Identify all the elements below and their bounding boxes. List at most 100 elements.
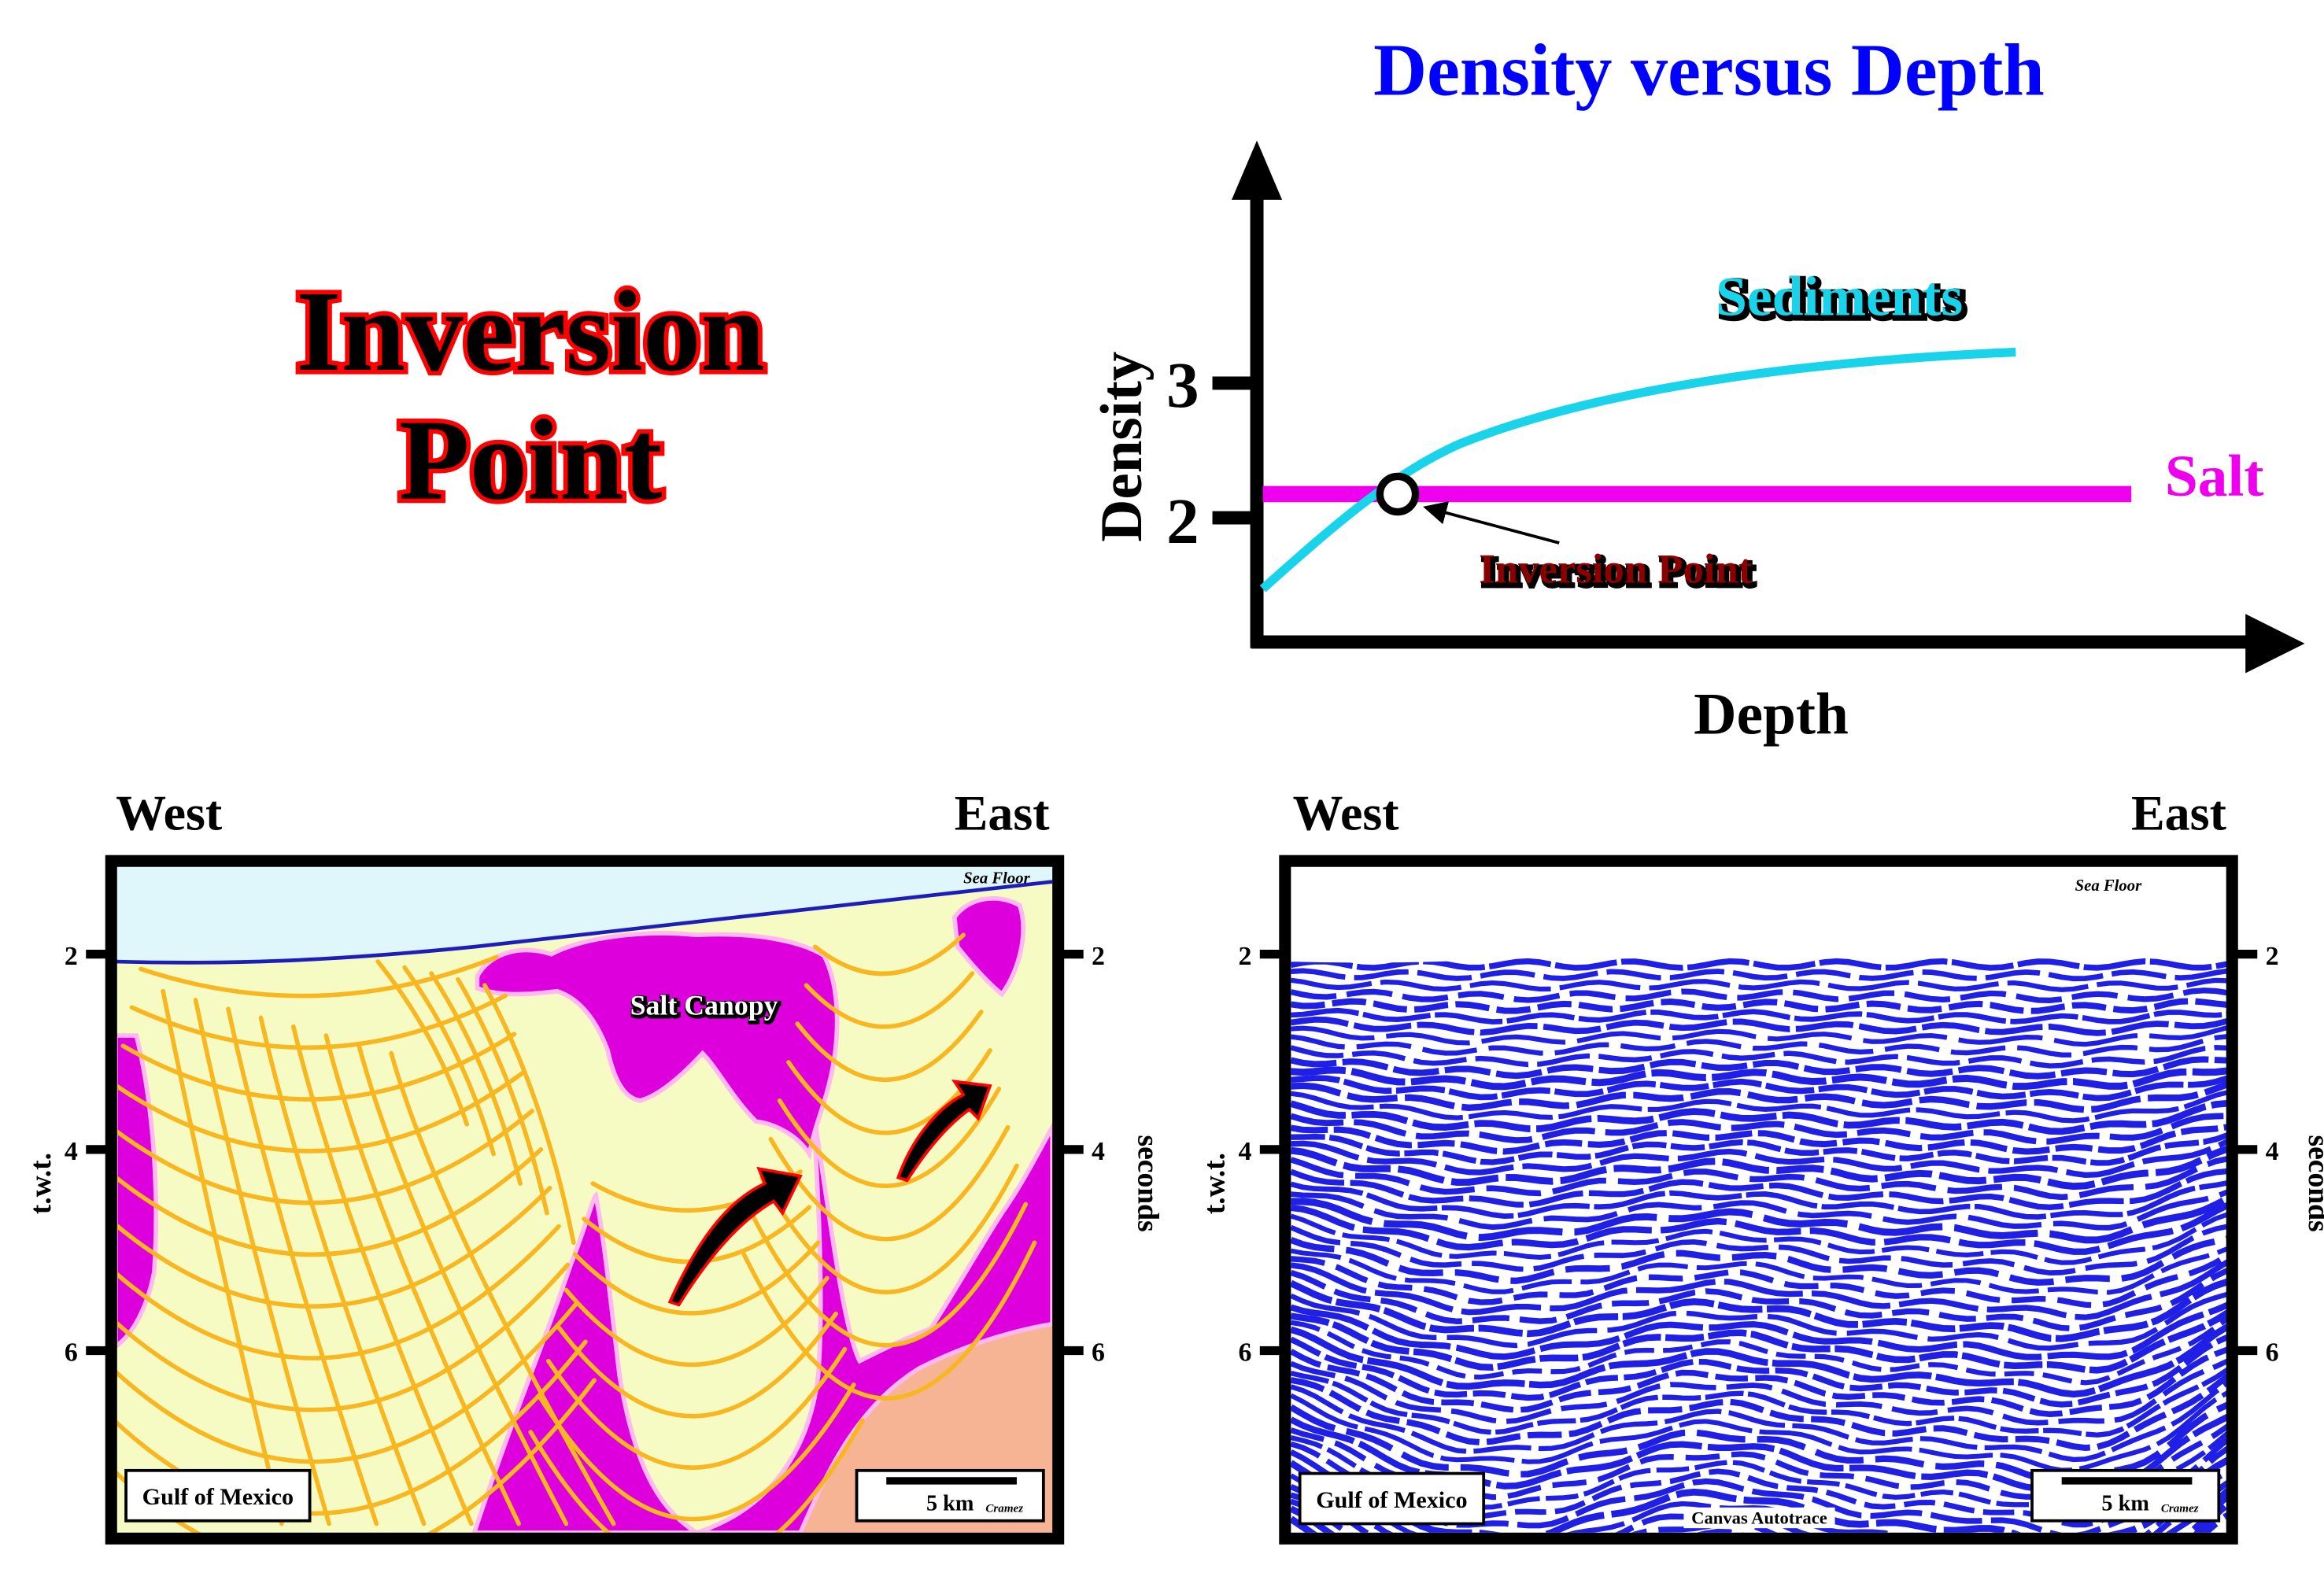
seismic-section: West East Sea Floor Gulf of Mexico 5 km … [1199, 785, 2324, 1545]
seismic-reflector [1291, 1007, 2228, 1024]
seismic-reflector [1291, 1246, 2228, 1295]
sediment-horizon [545, 1346, 848, 1470]
interpreted-section: West East Sea Floor Salt Canopy Salt Can… [24, 785, 1164, 1545]
seismic-reflector [1291, 998, 2228, 1014]
left-seconds-label: seconds [1131, 1135, 1164, 1231]
sediment-horizon [555, 1311, 839, 1419]
sediment-horizon [759, 1163, 1019, 1294]
seismic-reflector [1291, 1235, 2228, 1286]
seismic-reflector [1291, 1124, 2228, 1155]
seismic-reflector [1291, 1180, 2228, 1220]
seismic-reflector [1291, 1268, 2228, 1332]
right-seconds-label: seconds [2302, 1135, 2324, 1231]
left-west-label: West [116, 785, 223, 841]
seismic-reflector [1291, 1380, 2228, 1463]
seismic-reflector [1291, 1099, 2228, 1135]
sediment-horizon [812, 932, 966, 976]
seismic-reflector [1291, 1132, 2228, 1166]
left-author-label: Cramez [985, 1502, 1023, 1515]
left-twt-label: t.w.t. [24, 1153, 57, 1214]
right-location-box [1298, 1471, 1486, 1526]
left-tick-label-2: 2 [65, 942, 78, 971]
salt-flow-arrow-lower [667, 1166, 803, 1307]
salt-canopy-label: Salt Canopy [630, 990, 778, 1021]
salt-label: Salt [2165, 444, 2264, 509]
seis-left-tick-label-2: 2 [1238, 942, 1251, 971]
main-title-line2-outline: Point [399, 396, 663, 524]
seismic-reflector [1291, 1301, 2228, 1360]
seismic-reflector [1291, 988, 2228, 1003]
seismic-reflector [1291, 1202, 2228, 1255]
left-location-label: Gulf of Mexico [142, 1483, 294, 1510]
seismic-reflector [1291, 1139, 2228, 1179]
seismic-reflector [1291, 1156, 2228, 1201]
left-east-label: East [955, 785, 1051, 841]
salt-canopy [475, 931, 840, 1161]
sediment-horizon [115, 1339, 588, 1516]
sediment-horizon-steep [291, 1024, 474, 1526]
software-label: Canvas Autotrace [1691, 1508, 1827, 1528]
salt-flow-arrow-upper [896, 1079, 992, 1183]
inversion-point-label: Inversion Point [1479, 547, 1753, 592]
right-author-label: Cramez [2161, 1502, 2199, 1515]
seismic-reflector [1291, 1367, 2228, 1438]
main-title-line1-outline: Inversion [296, 267, 765, 395]
sediment-horizon [750, 1202, 1029, 1348]
sea-floor-line [115, 880, 1053, 965]
sediment-horizon [115, 1147, 544, 1257]
seismic-reflector [1291, 1189, 2228, 1231]
x-axis-label: Depth [1694, 682, 1849, 748]
seismic-reflector [1291, 1066, 2228, 1091]
sediment-horizon [129, 993, 508, 1050]
sediment-horizon-flank [375, 959, 470, 1127]
right-tick-label-2: 2 [1092, 942, 1105, 971]
seismic-reflector [1291, 1316, 2228, 1386]
seismic-reflector [1291, 958, 2228, 971]
left-section-frame [105, 855, 1065, 1545]
water-column [115, 866, 1053, 963]
seismic-reflector [1291, 1278, 2228, 1342]
sediment-horizon [795, 1010, 984, 1083]
seismic-reflector [1291, 1224, 2228, 1275]
left-tick-label-4: 4 [65, 1137, 78, 1166]
sediment-horizon [115, 1109, 534, 1205]
seismic-reflector [1291, 1195, 2228, 1244]
left-time-axis: 2 4 6 t.w.t. 2 4 6 seconds [24, 942, 1164, 1368]
seismic-reflector [1291, 968, 2228, 982]
main-title-line1: Inversion [296, 267, 765, 395]
right-time-axis: 2 4 6 t.w.t. 2 4 6 seconds [1199, 942, 2324, 1368]
right-west-label: West [1292, 785, 1399, 841]
seismic-reflector [1291, 1346, 2228, 1417]
seismic-reflector [1291, 1323, 2228, 1398]
left-tick-label-6: 6 [65, 1338, 78, 1368]
seismic-reflector [1291, 1081, 2228, 1113]
seismic-reflector [1291, 1090, 2228, 1124]
inversion-point-marker [1376, 472, 1420, 516]
sediments-density-curve [1259, 347, 2016, 592]
seis-right-tick-label-2: 2 [2266, 942, 2279, 971]
sediment-horizon-flank [429, 971, 523, 1186]
salt-canopy-label-shadow: Salt Canopy [631, 991, 779, 1023]
left-section-body [115, 866, 1053, 1533]
seismic-reflector [1291, 1309, 2228, 1374]
seismic-reflector [1291, 1291, 2228, 1351]
sediment-horizon [804, 971, 975, 1029]
y-axis-arrowhead [1232, 140, 1283, 200]
sediment-horizon-steep [258, 1015, 427, 1526]
sediments-label-shadow: Sediments [1719, 268, 1966, 330]
y-tick-label-2: 2 [1166, 485, 1199, 557]
density-depth-graph: Density versus Depth 2 3 Density Depth S… [1089, 29, 2305, 748]
right-east-label: East [2131, 785, 2227, 841]
inversion-point-label-shadow: Inversion Point [1482, 550, 1756, 596]
sediment-horizon-flank [482, 983, 576, 1246]
sediment-horizon-steep [389, 1050, 616, 1526]
sediment-horizon-flank [402, 965, 496, 1157]
sediment-horizon [768, 1124, 1011, 1242]
sediment-horizon [115, 1301, 579, 1464]
seismic-reflector [1291, 1034, 2228, 1058]
seismic-reflector [1291, 1168, 2228, 1211]
sediment-horizon [563, 1275, 829, 1368]
y-tick-label-3: 3 [1166, 349, 1199, 421]
